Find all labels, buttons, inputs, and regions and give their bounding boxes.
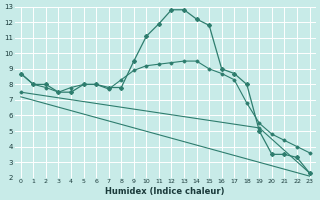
X-axis label: Humidex (Indice chaleur): Humidex (Indice chaleur) — [106, 187, 225, 196]
